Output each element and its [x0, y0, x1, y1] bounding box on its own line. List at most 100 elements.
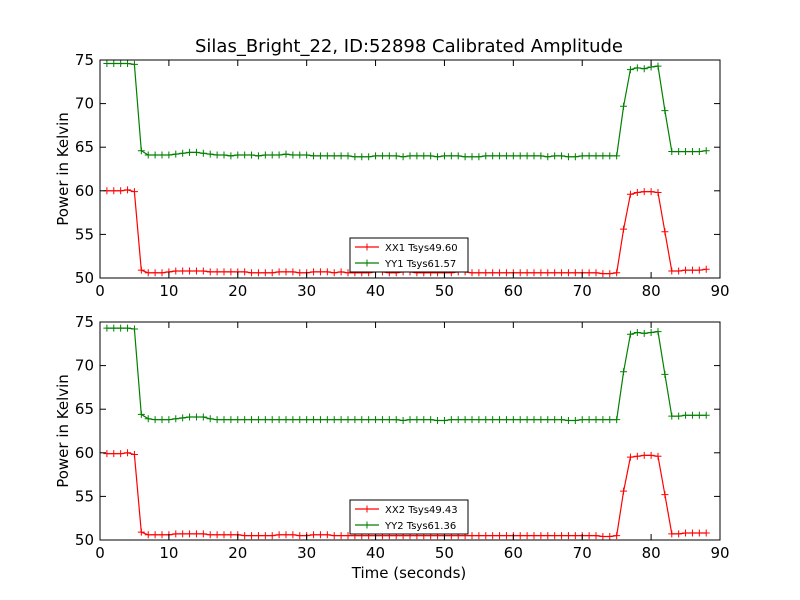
data-point — [695, 148, 703, 156]
data-point — [330, 532, 338, 540]
legend-marker — [363, 259, 371, 267]
data-point — [372, 152, 380, 160]
data-point — [199, 267, 207, 275]
data-point — [206, 150, 214, 158]
data-point — [316, 268, 324, 276]
data-point — [633, 189, 641, 197]
data-point — [289, 531, 297, 539]
data-point — [578, 416, 586, 424]
data-point — [654, 328, 662, 336]
data-point — [199, 530, 207, 538]
data-point — [537, 269, 545, 277]
x-tick-label: 80 — [642, 282, 661, 300]
data-point — [130, 188, 138, 196]
data-point — [606, 152, 614, 160]
data-point — [323, 268, 331, 276]
data-point — [516, 152, 524, 160]
y-tick-label: 70 — [75, 357, 94, 375]
data-point — [268, 151, 276, 159]
legend-box — [349, 237, 469, 273]
data-point — [117, 324, 125, 332]
data-point — [172, 150, 180, 158]
x-tick-label: 90 — [710, 544, 729, 562]
x-tick-label: 20 — [228, 544, 247, 562]
data-point — [296, 151, 304, 159]
data-point — [558, 269, 566, 277]
y-tick-label: 65 — [75, 400, 94, 418]
data-point — [310, 152, 318, 160]
data-point — [592, 532, 600, 540]
data-point — [702, 147, 710, 155]
data-point — [558, 416, 566, 424]
data-point — [110, 450, 118, 458]
data-point — [158, 269, 166, 277]
data-point — [475, 269, 483, 277]
data-point — [254, 269, 262, 277]
data-point — [337, 532, 345, 540]
data-point — [227, 152, 235, 160]
data-point — [695, 529, 703, 537]
data-point — [440, 417, 448, 425]
data-point — [117, 59, 125, 67]
data-point — [606, 533, 614, 541]
data-point — [310, 416, 318, 424]
data-point — [502, 152, 510, 160]
legend-label: YY1 Tsys61.57 — [384, 259, 456, 270]
legend-marker — [363, 505, 371, 513]
data-point — [151, 531, 159, 539]
x-tick-label: 20 — [228, 282, 247, 300]
data-point — [261, 269, 269, 277]
data-point — [248, 416, 256, 424]
data-point — [378, 152, 386, 160]
y-tick-label: 55 — [75, 487, 94, 505]
data-point — [571, 417, 579, 425]
data-point — [406, 416, 414, 424]
data-point — [378, 416, 386, 424]
data-point — [220, 268, 228, 276]
data-point — [675, 267, 683, 275]
x-tick-label: 30 — [297, 544, 316, 562]
legend-marker — [363, 243, 371, 251]
data-point — [248, 269, 256, 277]
data-point — [241, 532, 249, 540]
data-point — [702, 529, 710, 537]
legend-box — [349, 499, 469, 535]
data-point — [489, 152, 497, 160]
data-point — [682, 266, 690, 274]
data-point — [640, 329, 648, 337]
data-point — [461, 416, 469, 424]
data-point — [337, 152, 345, 160]
data-point — [365, 416, 373, 424]
data-point — [599, 152, 607, 160]
data-point — [502, 269, 510, 277]
data-point — [440, 152, 448, 160]
data-point — [640, 188, 648, 196]
data-point — [682, 148, 690, 156]
x-tick-label: 70 — [573, 282, 592, 300]
data-point — [186, 148, 194, 156]
legend: XX1 Tsys49.60 YY1 Tsys61.57 — [349, 237, 469, 273]
data-point — [468, 416, 476, 424]
data-point — [475, 416, 483, 424]
data-point — [261, 416, 269, 424]
data-point — [551, 152, 559, 160]
data-point — [420, 416, 428, 424]
data-point — [537, 416, 545, 424]
data-point — [165, 151, 173, 159]
x-tick-label: 60 — [504, 282, 523, 300]
data-point — [509, 152, 517, 160]
data-point — [620, 102, 628, 110]
data-point — [234, 416, 242, 424]
data-point — [592, 152, 600, 160]
data-point — [220, 531, 228, 539]
data-point — [254, 416, 262, 424]
data-point — [227, 531, 235, 539]
data-point — [654, 452, 662, 460]
data-point — [496, 269, 504, 277]
data-point — [564, 153, 572, 161]
x-tick-label: 30 — [297, 282, 316, 300]
data-point — [158, 531, 166, 539]
data-point — [585, 269, 593, 277]
data-point — [344, 152, 352, 160]
data-point — [330, 152, 338, 160]
